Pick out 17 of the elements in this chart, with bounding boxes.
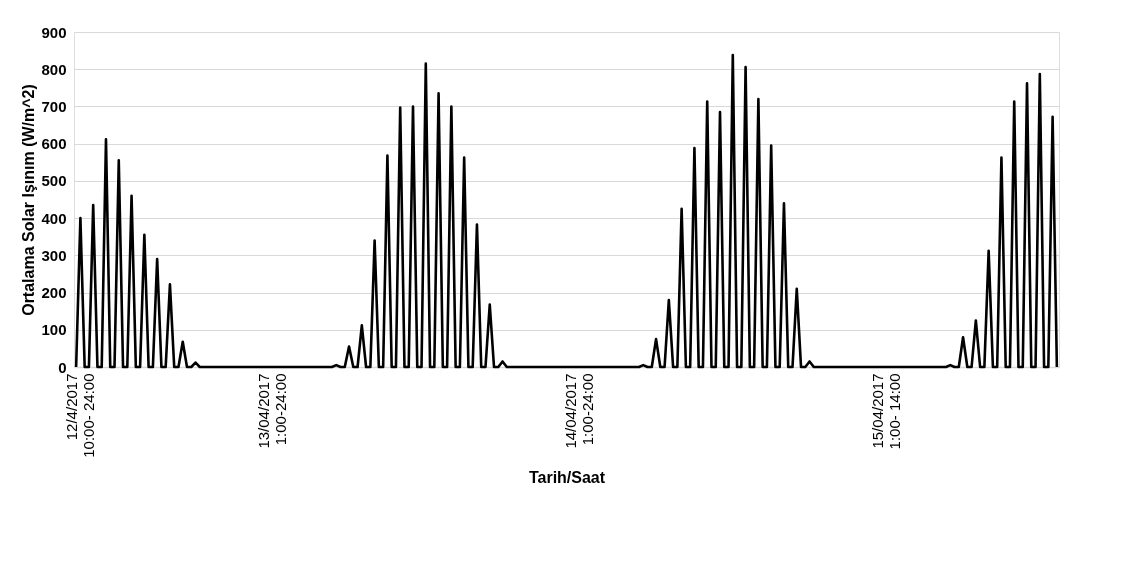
y-tick-label: 400 [41,209,67,227]
line-series [74,53,1059,369]
y-axis-title: Ortalama Solar Işınım (W/m^2) [20,84,38,316]
y-tick-label: 0 [58,358,67,376]
y-tick-label: 700 [41,97,67,115]
y-tick-label: 600 [41,135,67,153]
y-tick-label: 900 [41,23,67,41]
y-tick-label: 100 [41,321,67,339]
y-tick-label: 500 [41,172,67,190]
x-tick-label: 14/04/2017 1:00-24:00 [562,373,597,449]
y-tick-label: 300 [41,246,67,264]
x-tick-label: 15/04/2017 1:00- 14:00 [869,373,904,450]
y-tick-label: 200 [41,284,67,302]
y-tick-label: 800 [41,60,67,78]
x-tick-label: 13/04/2017 1:00-24:00 [255,373,290,449]
x-axis-title: Tarih/Saat [528,468,606,486]
x-tick-label: 12/4/2017 10:00- 24:00 [63,373,98,458]
